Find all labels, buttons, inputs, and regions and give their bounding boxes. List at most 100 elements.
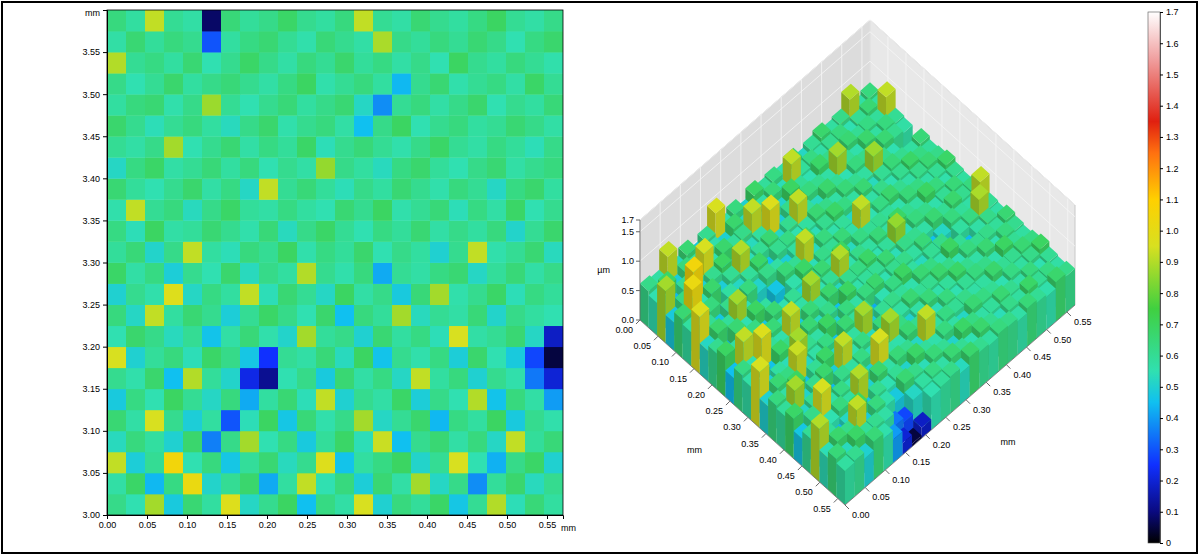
heatmap-cell bbox=[202, 157, 221, 178]
heatmap-cell bbox=[259, 94, 278, 115]
heatmap-cell bbox=[202, 305, 221, 326]
surface-top bbox=[964, 294, 982, 310]
heatmap-cell bbox=[449, 241, 468, 262]
heatmap-cell bbox=[164, 368, 183, 389]
heatmap-x-tick-mark bbox=[187, 515, 188, 519]
heatmap-cell bbox=[164, 305, 183, 326]
heatmap-cell bbox=[335, 199, 354, 220]
heatmap-cell bbox=[468, 241, 487, 262]
heatmap-cells bbox=[107, 10, 563, 515]
heatmap-cell bbox=[373, 305, 392, 326]
surface-top bbox=[825, 201, 843, 217]
heatmap-cell bbox=[164, 241, 183, 262]
heatmap-cell bbox=[487, 431, 506, 452]
heatmap-cell bbox=[506, 199, 525, 220]
heatmap-x-tick-mark bbox=[387, 515, 388, 519]
heatmap-cell bbox=[278, 178, 297, 199]
heatmap-cell bbox=[164, 31, 183, 52]
heatmap-y-tick-label: 3.15 bbox=[82, 384, 100, 394]
heatmap-x-axis-line bbox=[108, 516, 564, 520]
heatmap-cell bbox=[202, 199, 221, 220]
heatmap-cell bbox=[373, 389, 392, 410]
heatmap-cell bbox=[202, 284, 221, 305]
heatmap-cell bbox=[164, 157, 183, 178]
heatmap-cell bbox=[392, 94, 411, 115]
heatmap-cell bbox=[430, 473, 449, 494]
surface-top bbox=[854, 301, 872, 317]
heatmap-cell bbox=[468, 199, 487, 220]
surface-top bbox=[859, 97, 877, 113]
heatmap-cell bbox=[183, 220, 202, 241]
heatmap-y-tick: 3.35 bbox=[82, 216, 107, 226]
heatmap-cell bbox=[107, 220, 126, 241]
surface-top bbox=[745, 180, 763, 196]
heatmap-cell bbox=[411, 326, 430, 347]
heatmap-cell bbox=[430, 94, 449, 115]
heatmap-cell bbox=[183, 94, 202, 115]
heatmap-cell bbox=[145, 368, 164, 389]
heatmap-cell bbox=[183, 494, 202, 515]
heatmap-cell bbox=[278, 73, 297, 94]
surface-top bbox=[818, 313, 836, 329]
heatmap-cell bbox=[126, 199, 145, 220]
heatmap-cell bbox=[316, 368, 335, 389]
heatmap-cell bbox=[164, 326, 183, 347]
heatmap-cell bbox=[221, 157, 240, 178]
colorbar-tick-mark bbox=[1160, 12, 1163, 13]
colorbar-tick-label: 0.1 bbox=[1166, 507, 1179, 517]
heatmap-cell bbox=[468, 452, 487, 473]
heatmap-x-tick-label: 0.30 bbox=[339, 520, 357, 530]
heatmap-cell bbox=[126, 10, 145, 31]
heatmap-cell bbox=[278, 115, 297, 136]
heatmap-cell bbox=[316, 284, 335, 305]
heatmap-cell bbox=[525, 73, 544, 94]
colorbar-tick-mark bbox=[1160, 199, 1163, 200]
heatmap-cell bbox=[449, 326, 468, 347]
heatmap-cell bbox=[221, 241, 240, 262]
heatmap-cell bbox=[373, 452, 392, 473]
heatmap-cell bbox=[392, 263, 411, 284]
surface-top bbox=[970, 184, 988, 200]
heatmap-cell bbox=[411, 368, 430, 389]
heatmap-cell bbox=[449, 473, 468, 494]
heatmap-cell bbox=[354, 305, 373, 326]
z-grid-line bbox=[640, 32, 1075, 232]
heatmap-cell bbox=[392, 347, 411, 368]
heatmap-cell bbox=[449, 199, 468, 220]
heatmap-cell bbox=[430, 326, 449, 347]
heatmap-cell bbox=[278, 94, 297, 115]
heatmap-cell bbox=[335, 157, 354, 178]
heatmap-cell bbox=[544, 220, 563, 241]
heatmap-cell bbox=[202, 389, 221, 410]
heatmap-cell bbox=[525, 136, 544, 157]
heatmap-cell bbox=[183, 326, 202, 347]
heatmap-cell bbox=[297, 347, 316, 368]
heatmap-cell bbox=[411, 10, 430, 31]
heatmap-cell bbox=[506, 52, 525, 73]
heatmap-cell bbox=[411, 347, 430, 368]
heatmap-cell bbox=[392, 368, 411, 389]
heatmap-y-tick: 3.55 bbox=[82, 47, 107, 57]
heatmap-cell bbox=[259, 410, 278, 431]
heatmap-cell bbox=[316, 157, 335, 178]
heatmap-cell bbox=[107, 31, 126, 52]
heatmap-cell bbox=[183, 431, 202, 452]
surface-side bbox=[657, 284, 666, 343]
heatmap-cell bbox=[202, 94, 221, 115]
surface-top bbox=[894, 262, 912, 278]
heatmap-cell bbox=[411, 220, 430, 241]
heatmap-cell bbox=[544, 157, 563, 178]
heatmap-cell bbox=[107, 199, 126, 220]
heatmap-cell bbox=[544, 178, 563, 199]
heatmap-cell bbox=[316, 115, 335, 136]
heatmap-cell bbox=[335, 368, 354, 389]
heatmap-cell bbox=[430, 52, 449, 73]
heatmap-cell bbox=[297, 157, 316, 178]
heatmap-cell bbox=[297, 10, 316, 31]
heatmap-cell bbox=[107, 368, 126, 389]
colorbar-tick-label: 0.6 bbox=[1166, 351, 1179, 361]
heatmap-cell bbox=[335, 473, 354, 494]
heatmap-cell bbox=[411, 473, 430, 494]
heatmap-cell bbox=[126, 347, 145, 368]
heatmap-cell bbox=[544, 199, 563, 220]
